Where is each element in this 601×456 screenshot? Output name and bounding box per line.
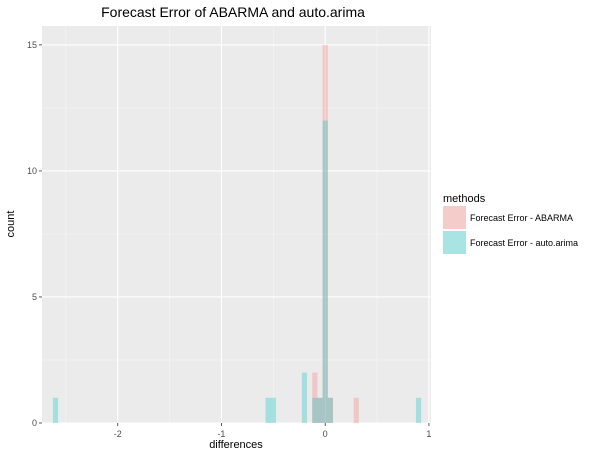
- major-gridlines: [42, 26, 431, 424]
- histogram-bar-series-2: [415, 397, 422, 423]
- y-axis: 0 5 10 15: [27, 40, 42, 428]
- histogram-bar-series-2: [265, 397, 271, 423]
- y-tick-label: 0: [32, 418, 37, 428]
- plot-panel: [42, 26, 431, 423]
- x-tick-label: 1: [426, 429, 431, 439]
- x-tick-label: -1: [217, 429, 225, 439]
- legend: methods Forecast Error - ABARMAForecast …: [443, 193, 578, 254]
- y-axis-title: count: [5, 211, 17, 238]
- legend-key-background: [443, 231, 466, 254]
- histogram-bar-series-2: [52, 397, 59, 423]
- histogram-bar-series-1: [317, 397, 323, 423]
- histogram-bars: [52, 44, 422, 424]
- legend-key-swatch: [443, 231, 466, 254]
- histogram-bar-series-2: [301, 372, 308, 423]
- x-axis-title: differences: [209, 439, 263, 451]
- y-tick-label: 5: [32, 292, 37, 302]
- y-tick-label: 15: [27, 40, 37, 50]
- x-tick-label: 0: [323, 429, 328, 439]
- minor-gridlines: [42, 26, 431, 423]
- histogram-bar-series-1: [322, 44, 328, 424]
- histogram-bar-series-2: [312, 397, 318, 423]
- histogram-bar-series-2: [317, 397, 323, 423]
- x-tick-label: -2: [114, 429, 122, 439]
- legend-items: Forecast Error - ABARMA Forecast Error - …: [443, 206, 578, 254]
- legend-label: Forecast Error - ABARMA: [470, 213, 573, 223]
- chart-title: Forecast Error of ABARMA and auto.arima: [101, 4, 365, 20]
- histogram-bar-series-1: [327, 397, 333, 423]
- legend-key-swatch: [443, 206, 466, 229]
- legend-label: Forecast Error - auto.arima: [470, 238, 578, 248]
- histogram-bar-series-2: [270, 397, 276, 423]
- histogram-bar-series-2: [322, 120, 328, 424]
- histogram-bar-series-1: [312, 372, 318, 423]
- histogram-bar-series-2: [327, 397, 333, 423]
- histogram-bar-series-1: [353, 397, 359, 423]
- legend-key-background: [443, 206, 466, 229]
- x-axis: -2 -1 0 1: [114, 423, 431, 439]
- y-tick-label: 10: [27, 166, 37, 176]
- legend-title: methods: [443, 193, 486, 205]
